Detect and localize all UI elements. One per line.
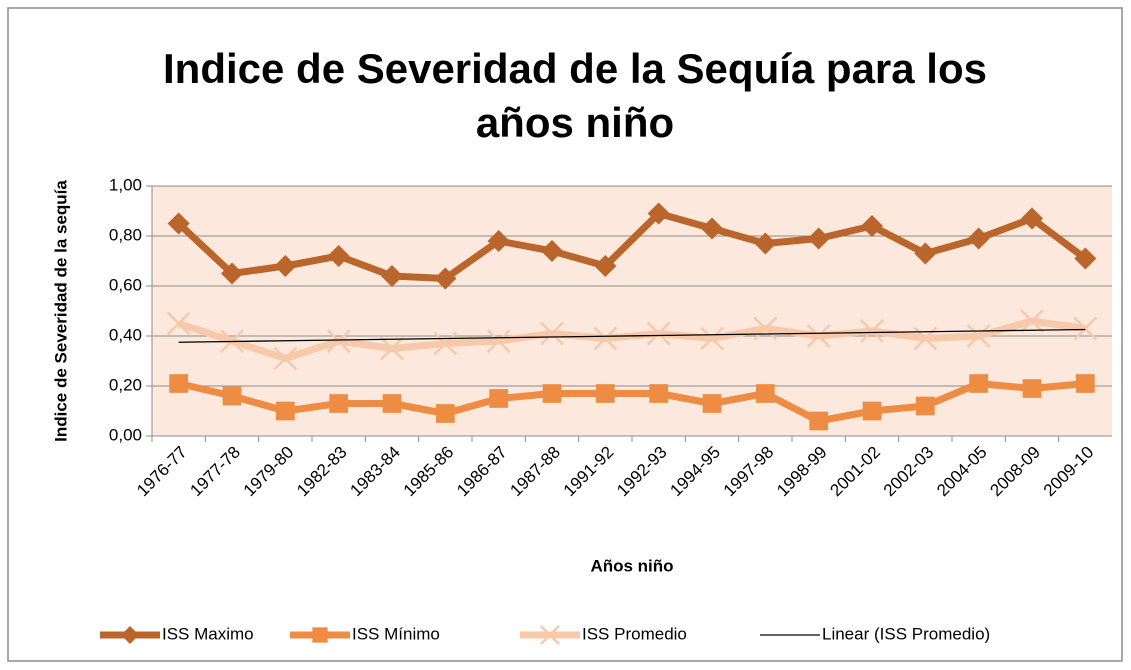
- legend-label: Linear (ISS Promedio): [822, 624, 990, 643]
- point: [593, 326, 618, 351]
- point: [121, 626, 139, 644]
- legend-item: ISS Maximo: [100, 624, 254, 644]
- point: [540, 321, 564, 346]
- point: [273, 346, 298, 371]
- point: [1020, 309, 1044, 333]
- y-tick-label: 1,00: [109, 175, 142, 194]
- point: [700, 326, 724, 351]
- y-tick-label: 0,60: [109, 275, 142, 294]
- point: [860, 319, 884, 343]
- point: [647, 202, 670, 225]
- legend-item: ISS Promedio: [520, 624, 687, 645]
- point: [1022, 379, 1042, 398]
- point: [433, 331, 458, 356]
- legend-item: ISS Mínimo: [290, 624, 440, 643]
- point: [329, 394, 349, 413]
- y-tick-label: 0,20: [109, 375, 142, 394]
- point: [167, 212, 190, 235]
- point: [594, 255, 617, 277]
- point: [915, 396, 935, 416]
- point: [327, 245, 350, 267]
- point: [434, 267, 457, 290]
- point: [541, 240, 563, 262]
- point: [169, 374, 189, 393]
- point: [809, 411, 829, 431]
- point: [540, 625, 560, 645]
- point: [649, 384, 669, 403]
- legend-label: ISS Maximo: [162, 624, 254, 643]
- point: [166, 311, 191, 336]
- series-line: [178, 328, 1086, 343]
- legend-item: Linear (ISS Promedio): [760, 624, 990, 643]
- point: [969, 374, 989, 393]
- point: [382, 394, 402, 413]
- point: [1074, 247, 1097, 270]
- point: [487, 230, 510, 252]
- legend-label: ISS Promedio: [582, 624, 687, 643]
- point: [435, 404, 455, 423]
- y-axis-label: Indice de Severidad de la sequía: [51, 180, 70, 442]
- y-tick-label: 0,40: [109, 325, 142, 344]
- point: [754, 232, 777, 255]
- point: [702, 394, 722, 413]
- point: [486, 329, 511, 353]
- point: [1073, 316, 1098, 341]
- point: [222, 386, 242, 406]
- point: [326, 329, 351, 353]
- point: [753, 316, 778, 341]
- point: [967, 227, 990, 250]
- point: [914, 242, 937, 265]
- point: [1075, 374, 1095, 393]
- y-tick-label: 0,00: [109, 425, 142, 444]
- point: [701, 217, 723, 240]
- point: [274, 255, 297, 277]
- point: [312, 627, 328, 643]
- chart-title: Indice de Severidad de la Sequía para lo…: [163, 45, 987, 146]
- x-axis-label: Años niño: [590, 556, 673, 575]
- point: [646, 321, 671, 346]
- point: [862, 401, 882, 421]
- point: [381, 265, 403, 287]
- point: [755, 384, 775, 403]
- point: [807, 227, 830, 250]
- point: [861, 215, 883, 237]
- point: [542, 384, 562, 403]
- point: [489, 389, 509, 408]
- point: [806, 324, 831, 348]
- y-tick-label: 0,80: [109, 225, 142, 244]
- legend-label: ISS Mínimo: [352, 624, 440, 643]
- point: [221, 262, 243, 285]
- point: [1021, 207, 1043, 230]
- point: [380, 336, 404, 361]
- point: [966, 324, 991, 348]
- point: [595, 384, 615, 403]
- plot-area: [152, 186, 1112, 436]
- point: [275, 401, 295, 421]
